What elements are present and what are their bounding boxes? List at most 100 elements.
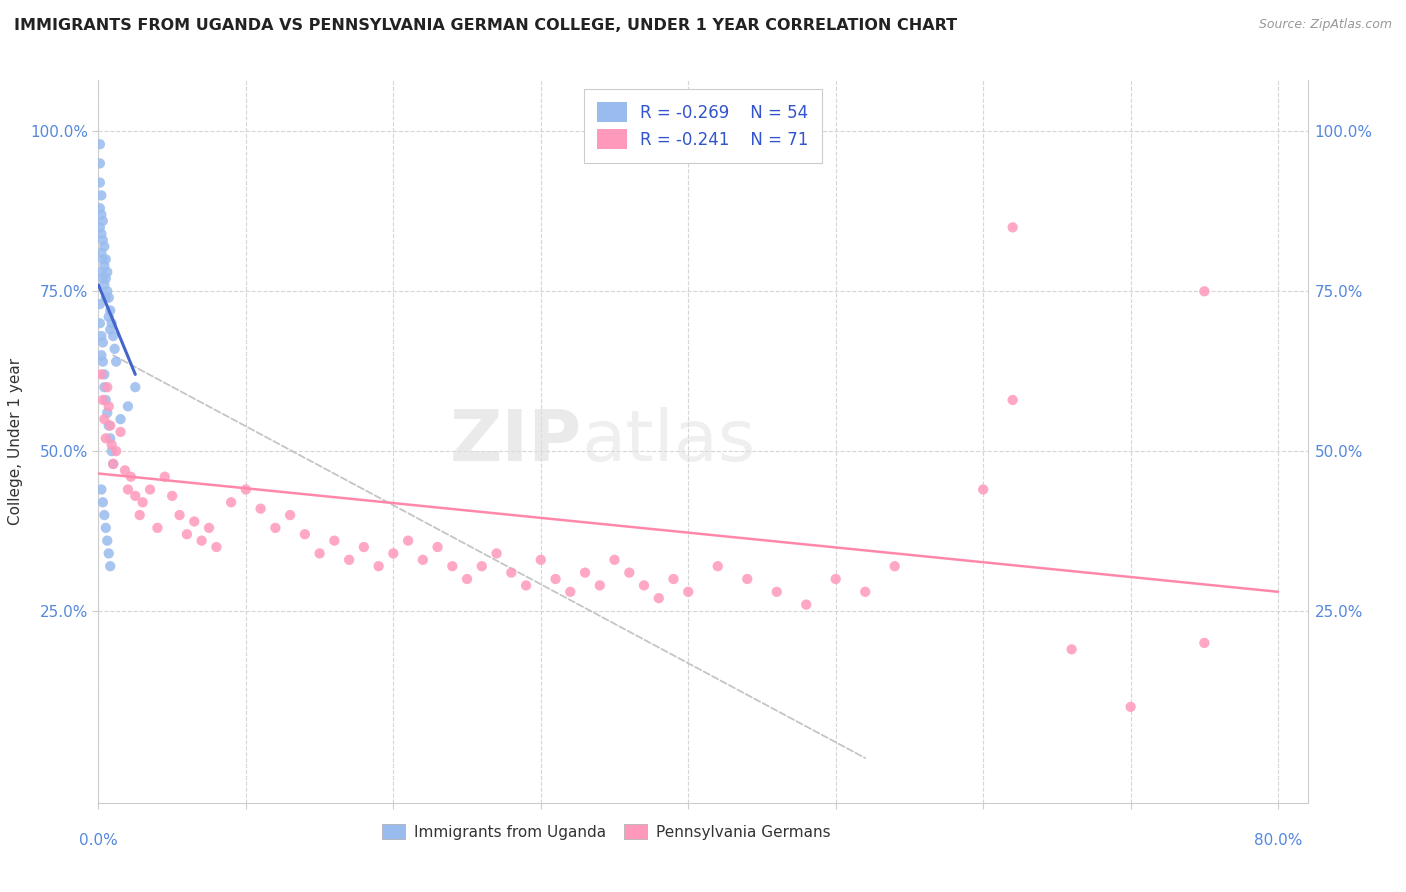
Point [93, 380, 115, 394]
Point [396, 533, 419, 548]
Point [153, 469, 176, 483]
Point [1194, 636, 1216, 650]
Point [94, 521, 117, 535]
Point [97, 310, 120, 324]
Legend: Immigrants from Uganda, Pennsylvania Germans: Immigrants from Uganda, Pennsylvania Ger… [375, 818, 837, 846]
Point [337, 553, 360, 567]
Point [93, 259, 115, 273]
Point [160, 489, 183, 503]
Point [94, 271, 117, 285]
Point [139, 483, 162, 497]
Point [96, 406, 118, 420]
Point [89, 316, 111, 330]
Point [544, 572, 567, 586]
Point [169, 508, 191, 522]
Point [97, 400, 120, 414]
Point [471, 559, 494, 574]
Point [94, 291, 117, 305]
Point [91, 252, 114, 267]
Point [93, 508, 115, 522]
Point [574, 566, 596, 580]
Point [1001, 220, 1024, 235]
Point [794, 598, 817, 612]
Point [94, 392, 117, 407]
Point [101, 457, 124, 471]
Point [89, 201, 111, 215]
Point [105, 354, 128, 368]
Point [515, 578, 537, 592]
Point [249, 501, 271, 516]
Point [972, 483, 994, 497]
Point [353, 540, 375, 554]
Point [183, 515, 205, 529]
Point [100, 316, 122, 330]
Point [765, 584, 787, 599]
Point [98, 303, 121, 318]
Point [205, 540, 228, 554]
Point [128, 508, 150, 522]
Point [91, 392, 114, 407]
Point [853, 584, 876, 599]
Point [93, 368, 115, 382]
Point [382, 546, 405, 560]
Point [98, 559, 121, 574]
Point [367, 559, 389, 574]
Point [1001, 392, 1024, 407]
Point [308, 546, 330, 560]
Point [1060, 642, 1083, 657]
Point [619, 566, 641, 580]
Point [90, 368, 112, 382]
Text: ZIP: ZIP [450, 407, 582, 476]
Point [1119, 699, 1142, 714]
Text: 0.0%: 0.0% [79, 833, 118, 848]
Point [98, 323, 121, 337]
Point [190, 533, 212, 548]
Point [110, 425, 132, 439]
Point [91, 233, 114, 247]
Point [90, 227, 112, 241]
Point [96, 533, 118, 548]
Point [91, 495, 114, 509]
Text: IMMIGRANTS FROM UGANDA VS PENNSYLVANIA GERMAN COLLEGE, UNDER 1 YEAR CORRELATION : IMMIGRANTS FROM UGANDA VS PENNSYLVANIA G… [14, 18, 957, 33]
Point [219, 495, 242, 509]
Point [117, 400, 139, 414]
Point [90, 188, 112, 202]
Point [124, 489, 146, 503]
Point [91, 214, 114, 228]
Point [100, 438, 122, 452]
Point [90, 483, 112, 497]
Point [90, 208, 112, 222]
Point [176, 527, 198, 541]
Point [235, 483, 257, 497]
Point [264, 521, 287, 535]
Point [441, 559, 464, 574]
Point [96, 285, 118, 299]
Point [1194, 285, 1216, 299]
Point [603, 553, 626, 567]
Point [98, 418, 121, 433]
Point [648, 591, 671, 606]
Point [89, 156, 111, 170]
Point [456, 572, 478, 586]
Point [114, 463, 136, 477]
Point [89, 297, 111, 311]
Point [94, 431, 117, 445]
Point [530, 553, 553, 567]
Point [678, 584, 700, 599]
Point [89, 137, 111, 152]
Text: Source: ZipAtlas.com: Source: ZipAtlas.com [1258, 18, 1392, 31]
Point [412, 553, 434, 567]
Point [120, 469, 142, 483]
Point [93, 412, 115, 426]
Point [662, 572, 685, 586]
Point [501, 566, 523, 580]
Point [105, 444, 128, 458]
Point [98, 431, 121, 445]
Point [93, 239, 115, 253]
Point [96, 380, 118, 394]
Point [706, 559, 728, 574]
Point [294, 527, 316, 541]
Point [883, 559, 905, 574]
Point [90, 246, 112, 260]
Point [117, 483, 139, 497]
